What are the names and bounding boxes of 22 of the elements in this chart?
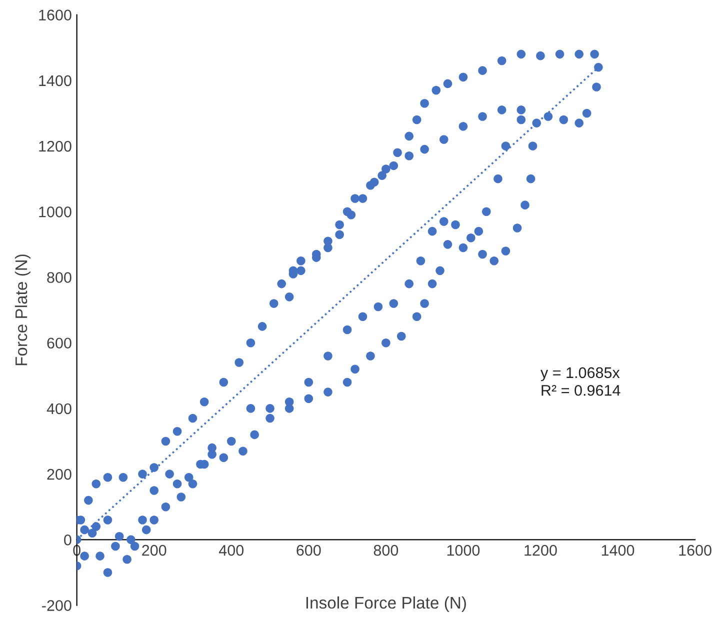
annotation: y = 1.0685x [540, 367, 620, 382]
y-tick-label: 1000 [39, 206, 72, 218]
y-tick-label: 600 [47, 338, 72, 349]
y-tick-label: 400 [46, 403, 72, 414]
x-tick-label: 800 [374, 544, 398, 556]
x-tick-label: 400 [218, 544, 244, 556]
y-tick-label: -200 [42, 600, 72, 611]
x-axis-title: Insole Force Plate (N) [306, 596, 466, 612]
y-tick-label: 1200 [39, 140, 72, 152]
x-tick-label: 200 [142, 544, 166, 556]
y-tick-label: 1400 [39, 75, 72, 86]
y-tick-label: 1600 [39, 10, 72, 20]
x-tick-label: 1600 [679, 544, 712, 556]
x-tick-label: 1000 [447, 544, 480, 556]
y-axis-title: Force Plate (N) [14, 254, 30, 366]
x-tick-label: 600 [296, 544, 321, 556]
x-tick-label: 1400 [602, 544, 634, 556]
x-tick-label: 1200 [524, 544, 557, 556]
annotation: R² = 0.9614 [542, 384, 620, 396]
y-tick-label: 0 [64, 534, 72, 546]
y-tick-label: 200 [47, 468, 72, 480]
y-tick-label: 800 [47, 272, 72, 283]
